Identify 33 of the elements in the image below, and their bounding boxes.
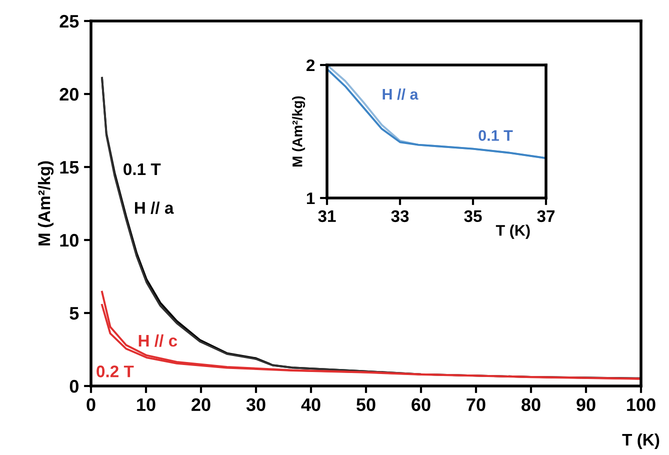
annotation: 0.1 T	[478, 130, 513, 141]
x-tick-label: 40	[301, 398, 320, 412]
x-axis-title: T (K)	[496, 224, 530, 239]
x-tick-label: 10	[137, 398, 156, 412]
y-axis-title: M (Am²/kg)	[38, 161, 54, 246]
annotation: H // a	[135, 202, 174, 214]
y-tick-label: 20	[60, 88, 78, 101]
y-tick-label: 15	[60, 161, 79, 174]
y-tick-label: 2	[306, 59, 315, 72]
x-tick-label: 30	[246, 398, 266, 412]
annotation: H // c	[138, 334, 178, 347]
y-tick-label: 5	[70, 307, 79, 320]
x-tick-label: 20	[192, 398, 210, 412]
x-axis-title: T (K)	[622, 433, 660, 449]
y-tick-label: 1	[306, 192, 315, 204]
x-tick-label: 37	[537, 210, 555, 222]
x-tick-label: 60	[412, 398, 430, 412]
y-axis-title: M (Am²/kg)	[292, 96, 306, 166]
x-tick-label: 31	[318, 210, 336, 222]
x-tick-label: 90	[576, 398, 596, 412]
x-tick-label: 33	[391, 210, 409, 222]
x-tick-label: 0	[86, 398, 96, 412]
y-tick-label: 25	[60, 14, 79, 28]
x-tick-label: 70	[466, 398, 486, 412]
annotation: H // a	[382, 88, 418, 100]
y-tick-label: 10	[60, 234, 78, 247]
annotation: 0.1 T	[124, 163, 161, 176]
x-tick-label: 80	[522, 398, 540, 412]
y-tick-label: 0	[70, 380, 78, 393]
x-tick-label: 50	[356, 398, 376, 412]
x-tick-label: 100	[627, 398, 656, 412]
x-tick-label: 35	[464, 210, 482, 222]
annotation: 0.2 T	[96, 366, 134, 378]
